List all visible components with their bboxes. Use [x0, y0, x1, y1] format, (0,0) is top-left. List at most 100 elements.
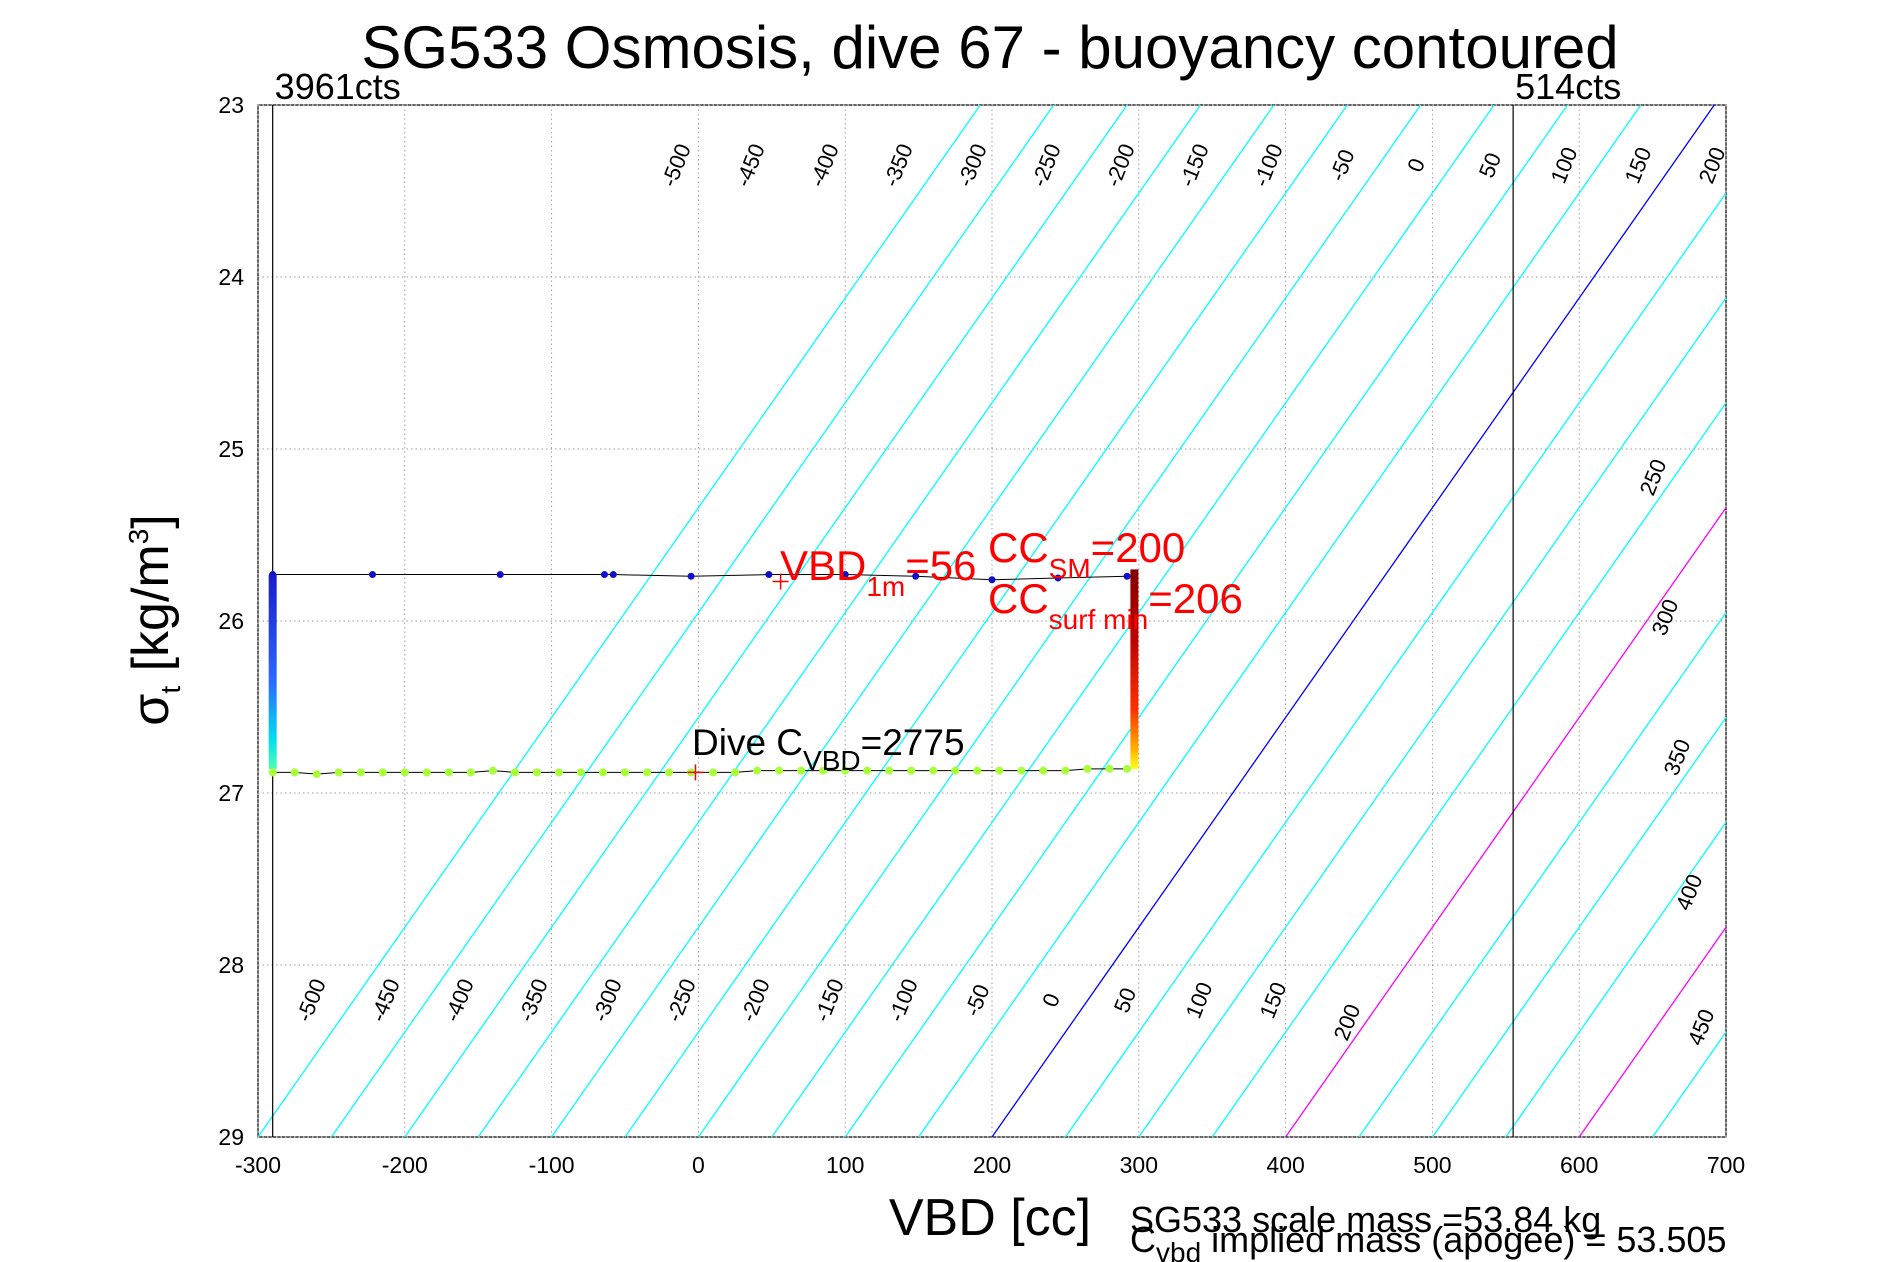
- ascent-point: [731, 768, 740, 777]
- ascent-point: [312, 770, 321, 779]
- ascent-point: [665, 768, 674, 777]
- x-tick-label: 600: [1560, 1152, 1598, 1178]
- ascent-point: [356, 768, 365, 777]
- contour-line: [1064, 191, 1726, 1137]
- ascent-point: [532, 768, 541, 777]
- ascent-point: [973, 766, 982, 775]
- ascent-point: [1061, 766, 1070, 775]
- contour-line: [1431, 716, 1726, 1137]
- y-tick-labels: 23 24 25 26 27 28 29: [218, 92, 244, 1150]
- y-label-unit: [kg/m: [122, 544, 180, 686]
- dive-cvbd-annotation: Dive CVBD=2775: [692, 722, 965, 776]
- buoyancy-contours: [258, 105, 1726, 1137]
- vbd-1m-annotation: VBD1m=56: [780, 542, 977, 602]
- descent-point: [609, 571, 617, 579]
- descent-point: [912, 572, 920, 580]
- y-tick-label: 27: [218, 780, 244, 806]
- ascent-point: [841, 766, 850, 775]
- descent-point: [496, 571, 504, 579]
- vbd-limit-label: 514cts: [1515, 66, 1621, 107]
- x-tick-label: -100: [529, 1152, 575, 1178]
- ascent-point: [598, 768, 607, 777]
- ascent-point: [1105, 764, 1114, 773]
- descent-point: [765, 571, 773, 579]
- contour-line: [1358, 611, 1726, 1137]
- x-tick-label: 400: [1266, 1152, 1304, 1178]
- descent-point: [1054, 574, 1062, 582]
- ascent-point: [466, 768, 475, 777]
- ascent-point: [753, 766, 762, 775]
- x-tick-label: -300: [235, 1152, 281, 1178]
- contour-line: [1725, 1135, 1726, 1137]
- contour-line: [1505, 821, 1726, 1137]
- ascent-point: [863, 766, 872, 775]
- ascent-point: [400, 768, 409, 777]
- y-label-close: ]: [122, 514, 180, 528]
- contour-line: [258, 105, 981, 1137]
- ascent-point: [334, 768, 343, 777]
- contour-line: [624, 105, 1348, 1137]
- x-tick-label: -200: [382, 1152, 428, 1178]
- x-tick-labels: -300 -200 -100 0 100 200 300 400 500 600 700: [235, 1152, 1745, 1178]
- contour-line: [404, 105, 1128, 1137]
- ascent-point: [797, 766, 806, 775]
- cc-sm-annotation: CCSM=200: [988, 524, 1185, 584]
- ascent-point: [621, 768, 629, 777]
- contour-line: [991, 105, 1715, 1137]
- y-tick-label: 24: [218, 264, 244, 290]
- ascent-point: [1039, 766, 1048, 775]
- descent-point: [841, 571, 849, 579]
- y-tick-label: 28: [218, 952, 244, 978]
- ascent-point: [951, 766, 960, 775]
- implied-mass-text: Cvbd implied mass (apogee) = 53.505: [1130, 1219, 1726, 1262]
- x-tick-label: 100: [826, 1152, 864, 1178]
- ascent-point: [995, 766, 1004, 775]
- left-dense-track: [268, 574, 277, 769]
- ascent-point: [643, 768, 652, 777]
- ascent-point: [775, 766, 784, 775]
- scale-mass-text: SG533 scale mass =53.84 kg: [1130, 1199, 1601, 1240]
- ascent-point: [885, 766, 894, 775]
- ascent-point: [709, 768, 718, 777]
- y-tick-label: 26: [218, 608, 244, 634]
- x-tick-label: 700: [1707, 1152, 1745, 1178]
- y-tick-label: 23: [218, 92, 244, 118]
- y-label-sub: t: [155, 686, 186, 694]
- ascent-point: [554, 768, 563, 777]
- y-tick-label: 25: [218, 436, 244, 462]
- ascent-point: [819, 766, 828, 775]
- descent-point: [1123, 572, 1131, 580]
- right-dense-track: [1130, 569, 1139, 769]
- ascent-point: [929, 766, 938, 775]
- x-tick-label: 300: [1120, 1152, 1158, 1178]
- contour-line: [1211, 401, 1726, 1137]
- x-tick-label: 0: [692, 1152, 705, 1178]
- ascent-point: [1017, 766, 1026, 775]
- y-label-sigma: σ: [122, 694, 180, 726]
- ascent-point: [1123, 764, 1132, 773]
- contour-line: [330, 105, 1055, 1137]
- contour-line: [1578, 926, 1726, 1137]
- vbd-limit-label: 3961cts: [275, 66, 401, 107]
- ascent-point: [444, 768, 453, 777]
- y-label-sup: 3: [123, 529, 154, 545]
- contour-line: [1138, 296, 1726, 1137]
- descent-point: [687, 572, 695, 580]
- plus-marker: [687, 764, 704, 781]
- reference-markers: [687, 573, 789, 781]
- descent-point: [600, 571, 608, 579]
- ascent-point: [422, 768, 431, 777]
- ascent-point: [510, 768, 519, 777]
- descent-line: [272, 574, 1128, 581]
- ascent-point: [290, 768, 299, 777]
- contour-line: [1285, 506, 1726, 1137]
- contour-line: [844, 105, 1568, 1137]
- descent-point: [988, 576, 996, 584]
- ascent-point: [576, 768, 585, 777]
- y-tick-label: 29: [218, 1124, 244, 1150]
- cc-surf-min-annotation: CCsurf min=206: [988, 575, 1243, 635]
- plus-marker: [772, 573, 789, 590]
- ascent-point: [907, 766, 916, 775]
- contour-line: [551, 105, 1275, 1137]
